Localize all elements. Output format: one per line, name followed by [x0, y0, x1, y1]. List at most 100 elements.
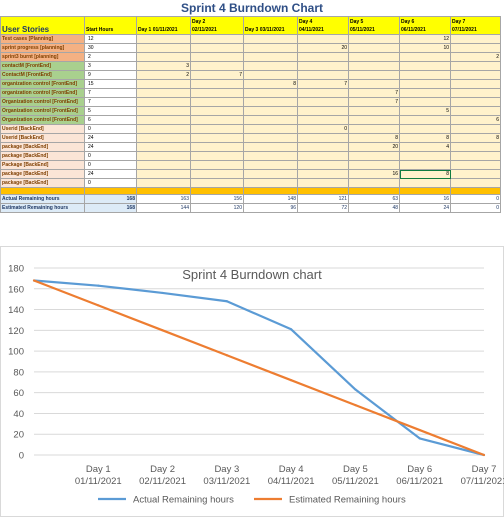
day-hours-cell[interactable] [136, 160, 191, 170]
day-hours-cell[interactable] [190, 43, 244, 53]
day-hours-cell[interactable] [348, 178, 400, 188]
day-hours-cell[interactable] [243, 133, 298, 143]
day-hours-cell[interactable] [190, 151, 244, 161]
day-hours-cell[interactable] [243, 115, 298, 125]
day-hours-cell[interactable] [243, 178, 298, 188]
day-hours-cell[interactable] [136, 133, 191, 143]
start-hours-cell[interactable]: 24 [84, 142, 137, 152]
day-hours-cell[interactable] [190, 88, 244, 98]
totals-start-cell[interactable]: 168 [84, 194, 137, 204]
day-hours-cell[interactable] [190, 124, 244, 134]
day-hours-cell[interactable] [450, 124, 501, 134]
start-hours-cell[interactable]: 15 [84, 79, 137, 89]
story-cell[interactable]: package [BackEnd] [0, 151, 85, 161]
day-hours-cell[interactable]: 5 [399, 106, 451, 116]
day-hours-cell[interactable] [136, 151, 191, 161]
day-hours-cell[interactable]: 7 [348, 97, 400, 107]
day-hours-cell[interactable] [243, 70, 298, 80]
day-hours-cell[interactable] [136, 142, 191, 152]
day-hours-cell[interactable] [348, 61, 400, 71]
totals-day-cell[interactable]: 121 [297, 194, 349, 204]
story-cell[interactable]: sprint3 burnt [planning] [0, 52, 85, 62]
totals-day-cell[interactable]: 144 [136, 203, 191, 213]
separator-cell[interactable] [297, 187, 349, 195]
separator-cell[interactable] [450, 187, 501, 195]
day-hours-cell[interactable] [190, 142, 244, 152]
day-hours-cell[interactable]: 16 [348, 169, 400, 179]
header-day[interactable]: Day 4 04/11/2021 [297, 16, 349, 35]
totals-day-cell[interactable]: 120 [190, 203, 244, 213]
totals-day-cell[interactable]: 96 [243, 203, 298, 213]
day-hours-cell[interactable] [450, 43, 501, 53]
day-hours-cell[interactable] [297, 169, 349, 179]
day-hours-cell[interactable] [399, 124, 451, 134]
day-hours-cell[interactable] [399, 88, 451, 98]
day-hours-cell[interactable] [297, 88, 349, 98]
day-hours-cell[interactable] [399, 61, 451, 71]
day-hours-cell[interactable] [136, 52, 191, 62]
day-hours-cell[interactable]: 8 [450, 133, 501, 143]
start-hours-cell[interactable]: 0 [84, 151, 137, 161]
totals-start-cell[interactable]: 168 [84, 203, 137, 213]
separator-cell[interactable] [399, 187, 451, 195]
day-hours-cell[interactable] [399, 52, 451, 62]
story-cell[interactable]: Organization control [FrontEnd] [0, 97, 85, 107]
day-hours-cell[interactable] [297, 142, 349, 152]
totals-day-cell[interactable]: 24 [399, 203, 451, 213]
day-hours-cell[interactable] [297, 34, 349, 44]
day-hours-cell[interactable] [297, 178, 349, 188]
day-hours-cell[interactable] [297, 160, 349, 170]
start-hours-cell[interactable]: 6 [84, 115, 137, 125]
day-hours-cell[interactable] [450, 70, 501, 80]
totals-day-cell[interactable]: 72 [297, 203, 349, 213]
day-hours-cell[interactable]: 12 [399, 34, 451, 44]
day-hours-cell[interactable] [297, 115, 349, 125]
day-hours-cell[interactable] [450, 169, 501, 179]
day-hours-cell[interactable] [348, 43, 400, 53]
day-hours-cell[interactable] [190, 178, 244, 188]
day-hours-cell[interactable] [399, 79, 451, 89]
day-hours-cell[interactable] [450, 160, 501, 170]
day-hours-cell[interactable] [243, 88, 298, 98]
day-hours-cell[interactable] [190, 34, 244, 44]
day-hours-cell[interactable] [136, 178, 191, 188]
day-hours-cell[interactable]: 10 [399, 43, 451, 53]
story-cell[interactable]: organization control [FrontEnd] [0, 88, 85, 98]
day-hours-cell[interactable] [243, 124, 298, 134]
day-hours-cell[interactable] [243, 61, 298, 71]
day-hours-cell[interactable] [243, 52, 298, 62]
day-hours-cell[interactable]: 2 [136, 70, 191, 80]
day-hours-cell[interactable] [297, 133, 349, 143]
day-hours-cell[interactable] [243, 34, 298, 44]
header-day[interactable]: Day 1 01/11/2021 [136, 16, 191, 35]
header-day[interactable]: Day 6 06/11/2021 [399, 16, 451, 35]
start-hours-cell[interactable]: 9 [84, 70, 137, 80]
day-hours-cell[interactable] [243, 169, 298, 179]
start-hours-cell[interactable]: 3 [84, 61, 137, 71]
story-cell[interactable]: organization control [FrontEnd] [0, 79, 85, 89]
day-hours-cell[interactable]: 0 [297, 124, 349, 134]
day-hours-cell[interactable]: 8 [399, 169, 451, 179]
day-hours-cell[interactable] [348, 34, 400, 44]
separator-cell[interactable] [190, 187, 244, 195]
separator-cell[interactable] [136, 187, 191, 195]
separator-cell[interactable] [348, 187, 400, 195]
totals-day-cell[interactable]: 48 [348, 203, 400, 213]
day-hours-cell[interactable] [136, 79, 191, 89]
totals-label-cell[interactable]: Estimated Remaining hours [0, 203, 85, 213]
day-hours-cell[interactable]: 3 [136, 61, 191, 71]
header-user-stories[interactable]: User Stories [0, 16, 85, 35]
day-hours-cell[interactable] [243, 160, 298, 170]
day-hours-cell[interactable] [297, 151, 349, 161]
day-hours-cell[interactable]: 20 [297, 43, 349, 53]
day-hours-cell[interactable]: 8 [243, 79, 298, 89]
day-hours-cell[interactable] [190, 133, 244, 143]
day-hours-cell[interactable] [399, 97, 451, 107]
start-hours-cell[interactable]: 5 [84, 106, 137, 116]
day-hours-cell[interactable] [136, 106, 191, 116]
day-hours-cell[interactable] [348, 151, 400, 161]
day-hours-cell[interactable] [190, 106, 244, 116]
day-hours-cell[interactable] [450, 97, 501, 107]
start-hours-cell[interactable]: 7 [84, 97, 137, 107]
day-hours-cell[interactable] [348, 115, 400, 125]
